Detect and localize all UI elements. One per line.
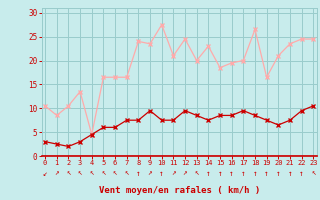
X-axis label: Vent moyen/en rafales ( km/h ): Vent moyen/en rafales ( km/h ): [99, 186, 260, 195]
Text: ↙: ↙: [43, 168, 47, 178]
Text: ↑: ↑: [288, 168, 292, 178]
Text: ↗: ↗: [54, 168, 59, 178]
Text: ↗: ↗: [171, 168, 176, 178]
Text: ↑: ↑: [241, 168, 246, 178]
Text: ↖: ↖: [124, 168, 129, 178]
Text: ↑: ↑: [253, 168, 257, 178]
Text: ↖: ↖: [66, 168, 71, 178]
Text: ↖: ↖: [89, 168, 94, 178]
Text: ↑: ↑: [299, 168, 304, 178]
Text: ↗: ↗: [183, 168, 187, 178]
Text: ↑: ↑: [264, 168, 269, 178]
Text: ↑: ↑: [229, 168, 234, 178]
Text: ↑: ↑: [276, 168, 281, 178]
Text: ↑: ↑: [218, 168, 222, 178]
Text: ↗: ↗: [148, 168, 152, 178]
Text: ↖: ↖: [194, 168, 199, 178]
Text: ↑: ↑: [136, 168, 141, 178]
Text: ↖: ↖: [101, 168, 106, 178]
Text: ↑: ↑: [159, 168, 164, 178]
Text: ↖: ↖: [78, 168, 82, 178]
Text: ↖: ↖: [311, 168, 316, 178]
Text: ↑: ↑: [206, 168, 211, 178]
Text: ↖: ↖: [113, 168, 117, 178]
